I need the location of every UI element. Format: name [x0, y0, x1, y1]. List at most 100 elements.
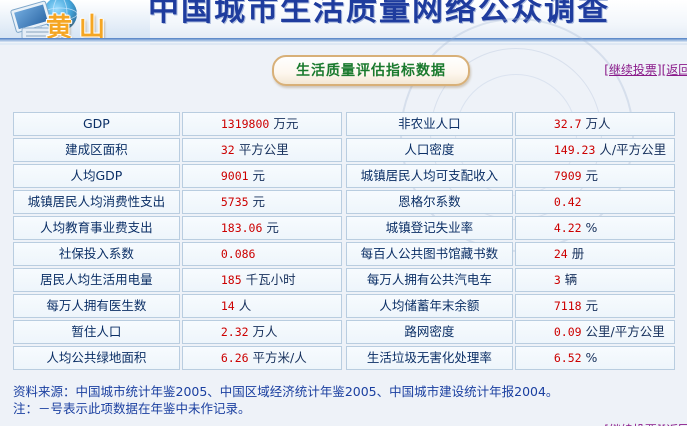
indicator-number: 14 — [220, 299, 235, 313]
indicator-value-cell: 0.42 — [514, 190, 675, 214]
indicator-label: 建成区面积 — [13, 138, 180, 162]
table-row: 人均公共绿地面积 6.26 平方米/人 生活垃圾无害化处理率 6.52% — [13, 346, 675, 370]
table-row: 人均GDP 9001 元城镇居民人均可支配收入 7909 元 — [13, 164, 675, 188]
indicator-label: 非农业人口 — [346, 112, 513, 136]
section-title-badge: 生活质量评估指标数据 — [272, 55, 470, 86]
indicator-value-cell: 6.26 平方米/人 — [181, 346, 342, 370]
indicator-unit: 平方米/人 — [252, 350, 307, 365]
indicator-value-cell: 2.32 万人 — [181, 320, 342, 344]
table-row: 社保投入系数 0.086 每百人公共图书馆藏书数 24 册 — [13, 242, 675, 266]
indicator-number: 4.22 — [553, 221, 582, 235]
indicator-unit: 万元 — [273, 116, 299, 131]
indicator-label: GDP — [13, 112, 180, 136]
indicator-data-table: GDP 1319800 万元 非农业人口 32.7 万人 建成区面积 32 平方公里 人口密度 14… — [13, 112, 675, 372]
indicator-label: 每万人拥有公共汽电车 — [346, 268, 513, 292]
continue-vote-link-top[interactable]: [继续投票] — [604, 63, 662, 77]
indicator-unit: 元 — [585, 298, 599, 313]
indicator-number: 149.23 — [553, 143, 596, 157]
indicator-label: 人均公共绿地面积 — [13, 346, 180, 370]
indicator-value-cell: 0.09 公里/平方公里 — [514, 320, 675, 344]
table-row: 城镇居民人均消费性支出 5735 元恩格尔系数 0.42 — [13, 190, 675, 214]
indicator-unit: 元 — [252, 168, 266, 183]
indicator-number: 9001 — [220, 169, 249, 183]
indicator-label: 城镇居民人均可支配收入 — [346, 164, 513, 188]
indicator-value-cell: 4.22% — [514, 216, 675, 240]
indicator-number: 0.09 — [553, 325, 582, 339]
indicator-unit: 辆 — [564, 272, 578, 287]
indicator-label: 城镇居民人均消费性支出 — [13, 190, 180, 214]
indicator-unit: 元 — [252, 194, 266, 209]
indicator-unit: 元 — [266, 220, 279, 235]
indicator-value-cell: 32.7 万人 — [514, 112, 675, 136]
continue-vote-link-bottom[interactable]: [继续投票] — [604, 423, 661, 426]
indicator-label: 居民人均生活用电量 — [13, 268, 180, 292]
header-divider — [0, 38, 687, 43]
indicator-number: 0.42 — [553, 195, 582, 209]
indicator-number: 3 — [553, 273, 561, 287]
data-source-line: 资料来源：中国城市统计年鉴2005、中国区域经济统计年鉴2005、中国城市建设统… — [13, 384, 559, 399]
indicator-value-cell: 32 平方公里 — [181, 138, 342, 162]
indicator-value-cell: 6.52% — [514, 346, 675, 370]
site-header: 中国城市生活质量网络公众调查 — [0, 0, 687, 45]
indicator-label: 暂住人口 — [13, 320, 180, 344]
table-row: 建成区面积 32 平方公里 人口密度 149.23 人/平方公里 — [13, 138, 675, 162]
indicator-label: 恩格尔系数 — [346, 190, 513, 214]
indicator-label: 城镇登记失业率 — [346, 216, 513, 240]
indicator-unit: % — [585, 220, 598, 235]
section-strip: 生活质量评估指标数据 [继续投票][返回] — [0, 45, 687, 107]
indicator-label: 人均教育事业费支出 — [13, 216, 180, 240]
page-title: 中国城市生活质量网络公众调查 — [148, 0, 610, 28]
table-row: 人均教育事业费支出 183.06 元城镇登记失业率 4.22% — [13, 216, 675, 240]
indicator-label: 社保投入系数 — [13, 242, 180, 266]
indicator-label: 人均储蓄年末余额 — [346, 294, 513, 318]
indicator-label: 路网密度 — [346, 320, 513, 344]
return-link-top[interactable]: [返回] — [661, 63, 687, 77]
indicator-value-cell: 7118 元 — [514, 294, 675, 318]
indicator-label: 人口密度 — [346, 138, 513, 162]
indicator-label: 每百人公共图书馆藏书数 — [346, 242, 513, 266]
indicator-value-cell: 1319800 万元 — [181, 112, 342, 136]
indicator-label: 每万人拥有医生数 — [13, 294, 180, 318]
indicator-label: 生活垃圾无害化处理率 — [346, 346, 513, 370]
return-link-bottom[interactable]: [返回] — [662, 423, 687, 426]
indicator-number: 6.52 — [553, 351, 582, 365]
indicator-value-cell: 5735 元 — [181, 190, 342, 214]
indicator-unit: 公里/平方公里 — [585, 324, 665, 339]
table-row: 暂住人口 2.32 万人 路网密度 0.09 公里/平方公里 — [13, 320, 675, 344]
indicator-number: 24 — [553, 247, 568, 261]
indicator-unit: 元 — [585, 168, 599, 183]
indicator-unit: 平方公里 — [238, 142, 289, 157]
indicator-number: 32.7 — [553, 117, 582, 131]
footer-notes: 资料来源：中国城市统计年鉴2005、中国区域经济统计年鉴2005、中国城市建设统… — [13, 383, 675, 417]
indicator-unit: 千瓦小时 — [245, 272, 296, 287]
table-row: 居民人均生活用电量 185 千瓦小时 每万人拥有公共汽电车 3 辆 — [13, 268, 675, 292]
indicator-number: 5735 — [220, 195, 249, 209]
indicator-number: 2.32 — [220, 325, 249, 339]
indicator-number: 7118 — [553, 299, 582, 313]
indicator-unit: 册 — [571, 246, 585, 261]
indicator-label: 人均GDP — [13, 164, 180, 188]
indicator-unit: % — [585, 350, 598, 365]
indicator-value-cell: 185 千瓦小时 — [181, 268, 342, 292]
indicator-value-cell: 149.23 人/平方公里 — [514, 138, 675, 162]
indicator-unit: 人/平方公里 — [599, 142, 667, 157]
top-action-links: [继续投票][返回] — [604, 61, 687, 78]
indicator-value-cell: 24 册 — [514, 242, 675, 266]
indicator-unit: 人 — [238, 298, 252, 313]
data-note-line: 注：－号表示此项数据在年鉴中未作记录。 — [13, 401, 251, 416]
indicator-number: 1319800 — [220, 117, 270, 131]
indicator-number: 185 — [220, 273, 242, 287]
indicator-value-cell: 7909 元 — [514, 164, 675, 188]
table-row: GDP 1319800 万元 非农业人口 32.7 万人 — [13, 112, 675, 136]
indicator-number: 32 — [220, 143, 235, 157]
indicator-unit: 万人 — [585, 116, 611, 131]
table-row: 每万人拥有医生数 14 人人均储蓄年末余额 7118 元 — [13, 294, 675, 318]
indicator-value-cell: 14 人 — [181, 294, 342, 318]
bottom-action-links: [继续投票][返回] — [604, 421, 687, 426]
indicator-number: 7909 — [553, 169, 582, 183]
indicator-value-cell: 183.06 元 — [181, 216, 342, 240]
indicator-number: 183.06 — [220, 221, 263, 235]
indicator-number: 0.086 — [220, 247, 256, 261]
